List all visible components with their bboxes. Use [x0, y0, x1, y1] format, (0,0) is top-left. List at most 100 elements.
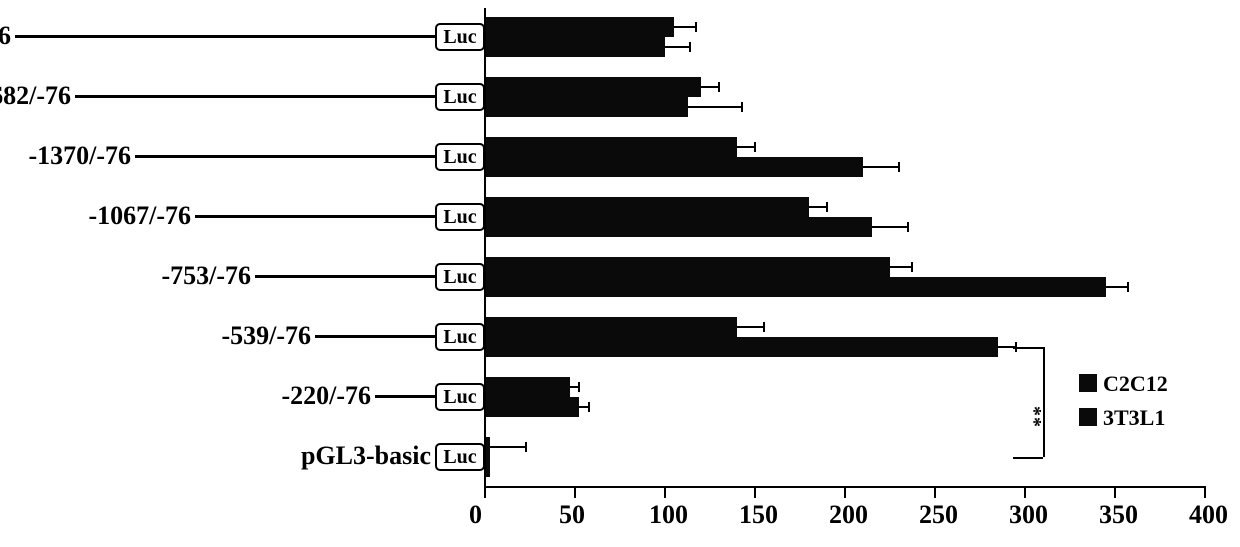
error-cap [826, 202, 828, 212]
bar-3t3l1 [485, 157, 863, 177]
error-bar [737, 146, 755, 148]
construct-row: -1972/-76 Luc [0, 8, 1240, 66]
luc-box: Luc [435, 143, 485, 171]
construct-label: pGL3-basic [301, 441, 431, 471]
luc-box: Luc [435, 23, 485, 51]
error-bar [674, 26, 696, 28]
bar-3t3l1 [485, 217, 872, 237]
x-tick-label: 0 [469, 500, 482, 530]
construct-label: -1067/-76 [88, 201, 191, 231]
x-tick-label: 400 [1189, 500, 1228, 530]
legend-label: 3T3L1 [1103, 405, 1165, 431]
error-cap [588, 402, 590, 412]
legend-swatch [1079, 408, 1097, 426]
luc-box: Luc [435, 383, 485, 411]
error-bar [890, 266, 912, 268]
construct-row: -1682/-76 Luc [0, 68, 1240, 126]
x-tick [754, 486, 756, 498]
construct-line [315, 335, 435, 338]
error-cap [898, 162, 900, 172]
bar-c2c12 [485, 257, 890, 277]
bars-group [485, 137, 863, 177]
x-tick [1024, 486, 1026, 498]
error-bar [688, 106, 742, 108]
x-tick [484, 486, 486, 498]
construct-line [255, 275, 435, 278]
rows-area: -1972/-76Luc-1682/-76Luc-1370/-76Luc-106… [0, 8, 1240, 488]
error-cap [763, 322, 765, 332]
luc-box: Luc [435, 323, 485, 351]
luc-box: Luc [435, 203, 485, 231]
construct-label: -1370/-76 [28, 141, 131, 171]
construct-line [15, 35, 435, 38]
error-bar [701, 86, 719, 88]
x-tick-label: 200 [829, 500, 868, 530]
x-tick-label: 150 [739, 500, 778, 530]
construct-row: -220/-76 Luc [0, 368, 1240, 426]
bars-group [485, 377, 579, 417]
bar-c2c12 [485, 377, 570, 397]
sig-bracket [1043, 347, 1045, 457]
error-cap [754, 142, 756, 152]
x-tick-label: 250 [919, 500, 958, 530]
bar-3t3l1 [485, 37, 665, 57]
error-cap [695, 22, 697, 32]
x-tick-label: 50 [559, 500, 585, 530]
construct-label: -1972/-76 [0, 21, 11, 51]
luc-box: Luc [435, 83, 485, 111]
bar-c2c12 [485, 137, 737, 157]
x-tick [574, 486, 576, 498]
construct-label: -539/-76 [221, 321, 311, 351]
x-tick-label: 100 [649, 500, 688, 530]
construct-row: -1067/-76 Luc [0, 188, 1240, 246]
error-bar [863, 166, 899, 168]
bar-c2c12 [485, 17, 674, 37]
bars-group [485, 197, 872, 237]
bars-group [485, 17, 674, 57]
error-cap [907, 222, 909, 232]
construct-row: -753/-76Luc [0, 248, 1240, 306]
y-axis-line [484, 8, 486, 486]
sig-bracket [1013, 457, 1043, 459]
bar-3t3l1 [485, 397, 579, 417]
construct-row: pGL3-basicLuc [0, 428, 1240, 486]
x-tick [664, 486, 666, 498]
x-tick [1204, 486, 1206, 498]
error-bar [809, 206, 827, 208]
luc-box: Luc [435, 263, 485, 291]
bars-group [485, 257, 1106, 297]
x-tick-label: 350 [1099, 500, 1138, 530]
bar-3t3l1 [485, 277, 1106, 297]
legend-label: C2C12 [1103, 371, 1168, 397]
construct-line [75, 95, 435, 98]
error-cap [689, 42, 691, 52]
luc-box: Luc [435, 443, 485, 471]
error-cap [911, 262, 913, 272]
construct-row: -539/-76 Luc [0, 308, 1240, 366]
error-bar [872, 226, 908, 228]
bar-c2c12 [485, 317, 737, 337]
bars-group [485, 317, 998, 357]
error-bar [490, 446, 526, 448]
error-cap [1127, 282, 1129, 292]
bar-c2c12 [485, 197, 809, 217]
bar-3t3l1 [485, 97, 688, 117]
x-tick-label: 300 [1009, 500, 1048, 530]
construct-label: -1682/-76 [0, 81, 71, 111]
construct-line [135, 155, 435, 158]
x-tick [934, 486, 936, 498]
construct-line [375, 395, 435, 398]
x-tick [844, 486, 846, 498]
construct-line [195, 215, 435, 218]
error-bar [665, 46, 690, 48]
error-bar [1106, 286, 1128, 288]
legend-swatch [1079, 374, 1097, 392]
bar-c2c12 [485, 77, 701, 97]
bar-3t3l1 [485, 337, 998, 357]
x-tick [1114, 486, 1116, 498]
construct-row: -1370/-76 Luc [0, 128, 1240, 186]
sig-bracket [1013, 347, 1043, 349]
sig-label: ** [1022, 406, 1045, 428]
construct-label: -220/-76 [281, 381, 371, 411]
error-cap [741, 102, 743, 112]
